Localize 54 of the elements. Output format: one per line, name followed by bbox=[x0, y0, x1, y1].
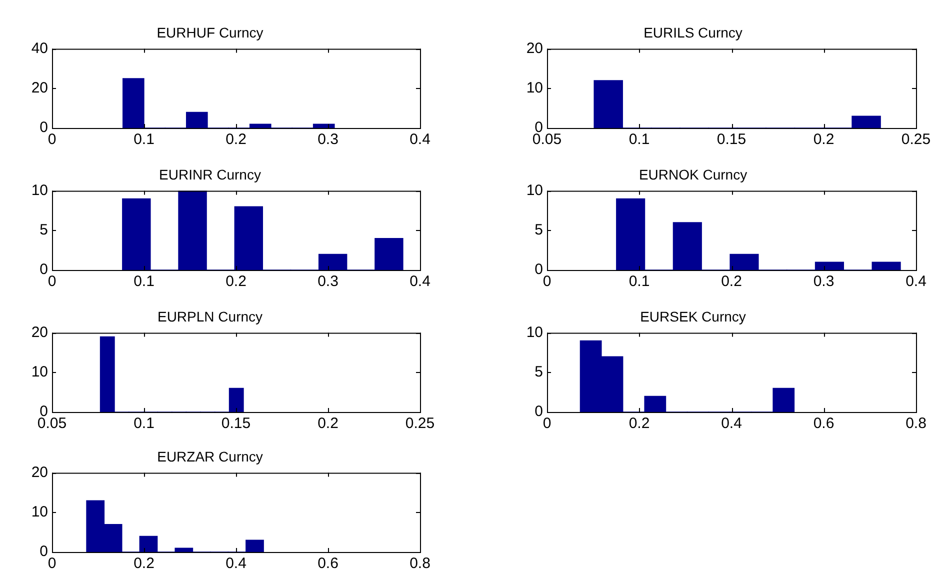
x-tick-label: 0.1 bbox=[628, 131, 650, 148]
y-tick-label: 20 bbox=[526, 40, 543, 57]
chart-title: EURSEK Curncy bbox=[640, 308, 746, 324]
x-tick-label: 0.2 bbox=[721, 273, 742, 290]
chart-title: EURHUF Curncy bbox=[156, 24, 264, 40]
y-tick-label: 5 bbox=[534, 222, 543, 239]
x-tick-label: 0.2 bbox=[226, 131, 246, 148]
x-tick-label: 0.4 bbox=[410, 273, 430, 290]
y-tick-label: 10 bbox=[526, 324, 543, 341]
x-tick-label: 0.1 bbox=[134, 415, 154, 432]
y-tick-label: 10 bbox=[31, 504, 48, 521]
x-tick-label: 0.2 bbox=[628, 415, 650, 432]
x-tick-label: 0.3 bbox=[813, 273, 834, 290]
x-tick-label: 0.2 bbox=[318, 415, 338, 432]
x-tick-label: 0.8 bbox=[906, 415, 926, 432]
x-tick-label: 0.2 bbox=[813, 131, 834, 148]
x-tick-label: 0.4 bbox=[226, 555, 246, 572]
y-tick-label: 5 bbox=[40, 222, 48, 239]
x-tick-label: 0.3 bbox=[318, 131, 338, 148]
chart-title: EURILS Curncy bbox=[644, 24, 742, 40]
y-tick-label: 0 bbox=[534, 403, 543, 420]
y-tick-label: 20 bbox=[31, 324, 48, 341]
x-tick-label: 0.8 bbox=[410, 555, 430, 572]
x-tick-label: 0.25 bbox=[901, 131, 931, 148]
x-tick-label: 0.2 bbox=[226, 273, 246, 290]
y-tick-label: 0 bbox=[40, 261, 48, 278]
chart-title: EURZAR Curncy bbox=[157, 448, 263, 464]
x-tick-label: 0.6 bbox=[318, 555, 338, 572]
y-tick-label: 10 bbox=[526, 182, 543, 199]
y-tick-label: 0 bbox=[40, 119, 48, 136]
x-tick-label: 0.25 bbox=[405, 415, 435, 432]
y-tick-label: 0 bbox=[534, 261, 543, 278]
y-tick-label: 20 bbox=[31, 464, 48, 481]
y-tick-label: 0 bbox=[40, 543, 48, 560]
x-tick-label: 0.1 bbox=[628, 273, 650, 290]
y-tick-label: 40 bbox=[31, 40, 48, 57]
x-tick-label: 0.2 bbox=[134, 555, 154, 572]
x-tick-label: 0.1 bbox=[134, 131, 154, 148]
x-tick-label: 0.4 bbox=[721, 415, 742, 432]
chart-title: EURPLN Curncy bbox=[157, 308, 263, 324]
x-tick-label: 0.6 bbox=[813, 415, 834, 432]
x-tick-label: 0.4 bbox=[410, 131, 430, 148]
x-tick-label: 0.15 bbox=[716, 131, 746, 148]
y-tick-label: 10 bbox=[526, 80, 543, 97]
chart-title: EURNOK Curncy bbox=[638, 166, 748, 182]
x-tick-label: 0.3 bbox=[318, 273, 338, 290]
y-tick-label: 20 bbox=[31, 80, 48, 97]
x-tick-label: 0.4 bbox=[906, 273, 926, 290]
y-tick-label: 10 bbox=[31, 364, 48, 381]
y-tick-label: 10 bbox=[31, 182, 48, 199]
chart-title: EURINR Curncy bbox=[159, 166, 261, 182]
y-tick-label: 5 bbox=[534, 364, 543, 381]
x-tick-label: 0.1 bbox=[134, 273, 154, 290]
x-tick-label: 0.15 bbox=[221, 415, 251, 432]
